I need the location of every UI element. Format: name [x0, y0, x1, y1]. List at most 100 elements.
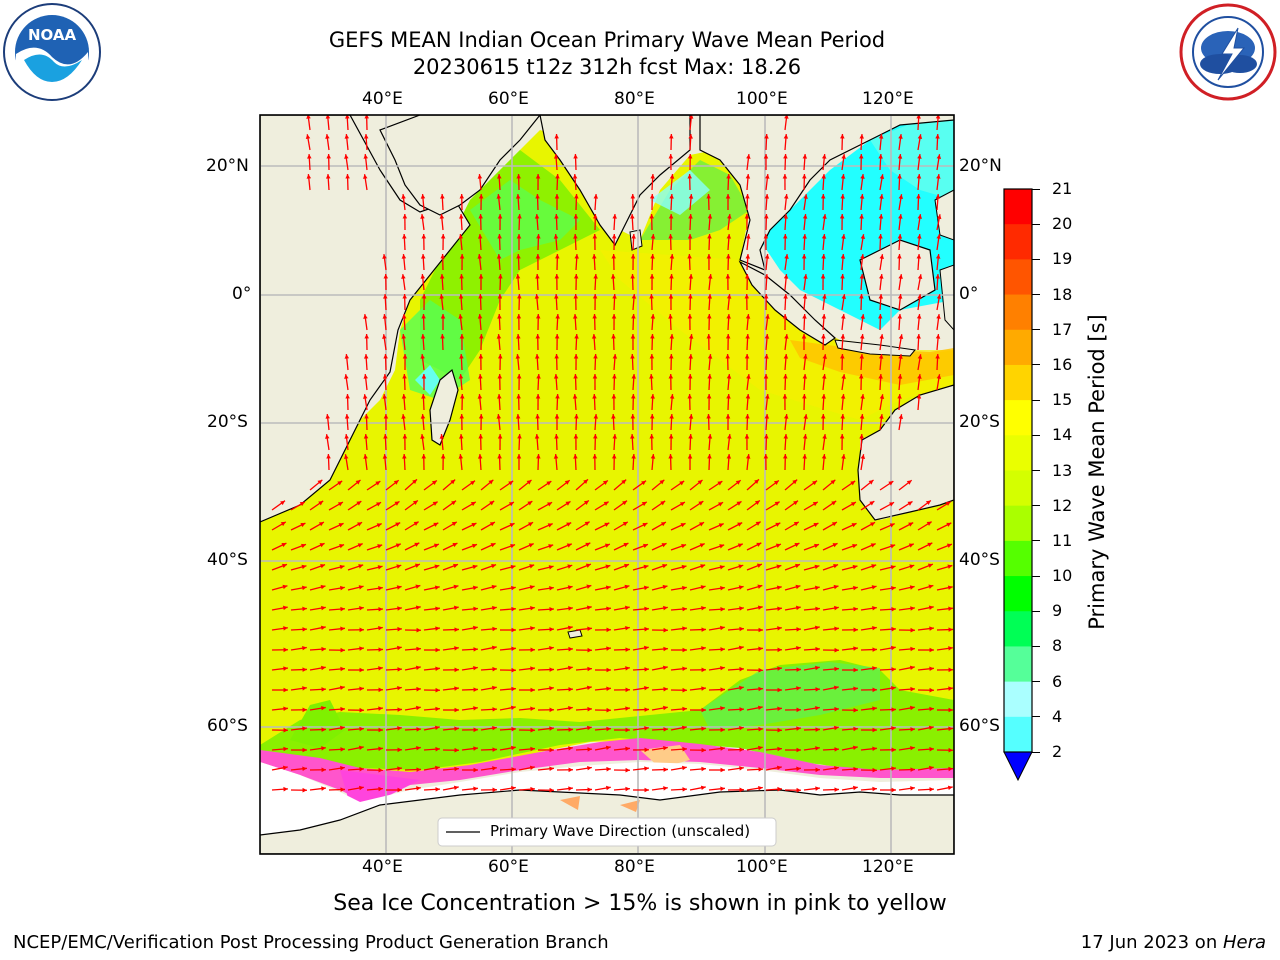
wave-arrow-head	[534, 214, 540, 219]
wave-arrow-head	[357, 522, 363, 527]
wave-arrow-head	[567, 625, 573, 631]
wave-arrow-head	[630, 214, 635, 219]
wave-arrow-head	[364, 334, 369, 339]
wave-arrow-head	[698, 501, 704, 506]
wave-arrow-head	[359, 766, 364, 772]
wave-arrow-head	[872, 706, 877, 711]
wave-arrow-head	[401, 414, 406, 419]
wave-arrow-head	[948, 707, 953, 713]
wave-arrow-head	[777, 606, 782, 611]
wave-arrow-head	[320, 625, 326, 631]
wave-arrow-head	[682, 746, 687, 752]
wave-arrow-head	[897, 374, 903, 379]
wave-arrow-head	[318, 522, 324, 527]
wave-arrow-head	[397, 626, 402, 632]
wave-arrow-head	[397, 747, 402, 753]
wave-arrow-head	[377, 565, 383, 570]
sumatra	[738, 260, 836, 346]
wave-arrow-head	[878, 314, 883, 319]
wave-arrow-head	[363, 434, 369, 439]
wave-arrow-head	[763, 294, 769, 299]
wave-arrow-head	[363, 154, 368, 159]
wave-arrow-head	[383, 274, 389, 279]
wave-arrow-head	[302, 726, 307, 731]
wave-arrow-head	[572, 314, 578, 319]
wave-arrow-head	[889, 502, 895, 507]
wave-arrow-head	[358, 785, 364, 791]
wave-arrow-head	[489, 522, 495, 527]
java	[834, 339, 916, 357]
wave-arrow-head	[471, 522, 477, 528]
wave-arrow-head	[745, 414, 750, 419]
colorbar-tick-mark	[1032, 470, 1040, 471]
wave-arrow-head	[906, 480, 912, 485]
wave-arrow-head	[517, 294, 522, 299]
wave-arrow-head	[739, 725, 744, 731]
wave-arrow-head	[321, 727, 326, 732]
colorbar-band	[1004, 400, 1032, 436]
wave-arrow-head	[891, 707, 896, 712]
wave-arrow-head	[859, 354, 864, 359]
wave-arrow-head	[450, 479, 456, 485]
wave-arrow-head	[909, 585, 915, 590]
wave-arrow-head	[793, 521, 799, 527]
footer-date-text: 17 Jun 2023 on	[1080, 932, 1223, 953]
wave-arrow-head	[763, 154, 769, 159]
wave-arrow-head	[783, 214, 789, 219]
wave-arrow-head	[879, 414, 884, 419]
wave-arrow-head	[860, 254, 865, 259]
wave-arrow-head	[564, 480, 570, 485]
wave-arrow-head	[859, 434, 864, 439]
wave-arrow-head	[707, 214, 713, 219]
wave-arrow-head	[935, 134, 940, 139]
wave-arrow-head	[669, 174, 675, 179]
wave-arrow-head	[554, 294, 559, 299]
lon-label-bottom-60: 60°E	[488, 857, 529, 877]
wave-arrow-head	[421, 454, 427, 459]
wave-arrow-head	[492, 747, 497, 752]
wave-arrow-head	[567, 665, 573, 671]
wave-arrow-head	[606, 646, 611, 651]
wave-arrow-head	[650, 254, 655, 259]
wave-arrow-head	[587, 666, 592, 672]
wave-arrow-head	[746, 374, 751, 379]
wave-arrow-head	[872, 727, 877, 733]
wave-arrow-head	[668, 314, 673, 319]
wave-arrow-head	[649, 414, 655, 419]
wave-arrow-head	[725, 354, 730, 359]
wave-arrow-head	[803, 274, 808, 279]
wave-arrow-head	[720, 687, 725, 692]
wave-arrow-head	[726, 314, 731, 319]
wave-arrow-head	[283, 746, 288, 752]
wave-arrow-head	[821, 334, 826, 339]
map-frame	[259, 114, 955, 855]
wave-arrow-head	[840, 194, 845, 199]
wave-arrow-head	[725, 194, 731, 199]
wave-arrow-head	[396, 564, 402, 569]
wave-arrow-head	[420, 434, 425, 439]
wave-arrow-head	[929, 647, 934, 653]
wave-arrow-head	[547, 523, 553, 528]
wave-arrow-head	[643, 585, 649, 591]
wave-arrow-head	[727, 434, 732, 439]
wave-arrow-head	[432, 501, 438, 506]
wave-arrow-head	[898, 194, 904, 199]
wave-arrow-head	[891, 726, 896, 731]
wave-arrow-head	[758, 686, 763, 692]
wave-arrow-head	[935, 274, 940, 279]
wave-arrow-head	[535, 314, 541, 319]
wave-arrow-head	[650, 174, 655, 179]
wave-arrow-head	[757, 605, 763, 610]
wave-arrow-head	[458, 294, 464, 299]
wave-arrow-head	[719, 544, 725, 549]
wave-arrow-head	[416, 646, 421, 652]
wave-arrow-head	[325, 414, 331, 419]
wave-arrow-head	[414, 563, 420, 568]
wave-arrow-head	[661, 543, 667, 548]
wave-arrow-head	[477, 454, 483, 459]
wave-arrow-head	[834, 647, 839, 653]
wave-arrow-head	[745, 174, 751, 179]
wave-arrow-head	[621, 479, 627, 485]
wave-arrow-head	[490, 543, 496, 548]
wave-arrow-head	[917, 374, 922, 379]
